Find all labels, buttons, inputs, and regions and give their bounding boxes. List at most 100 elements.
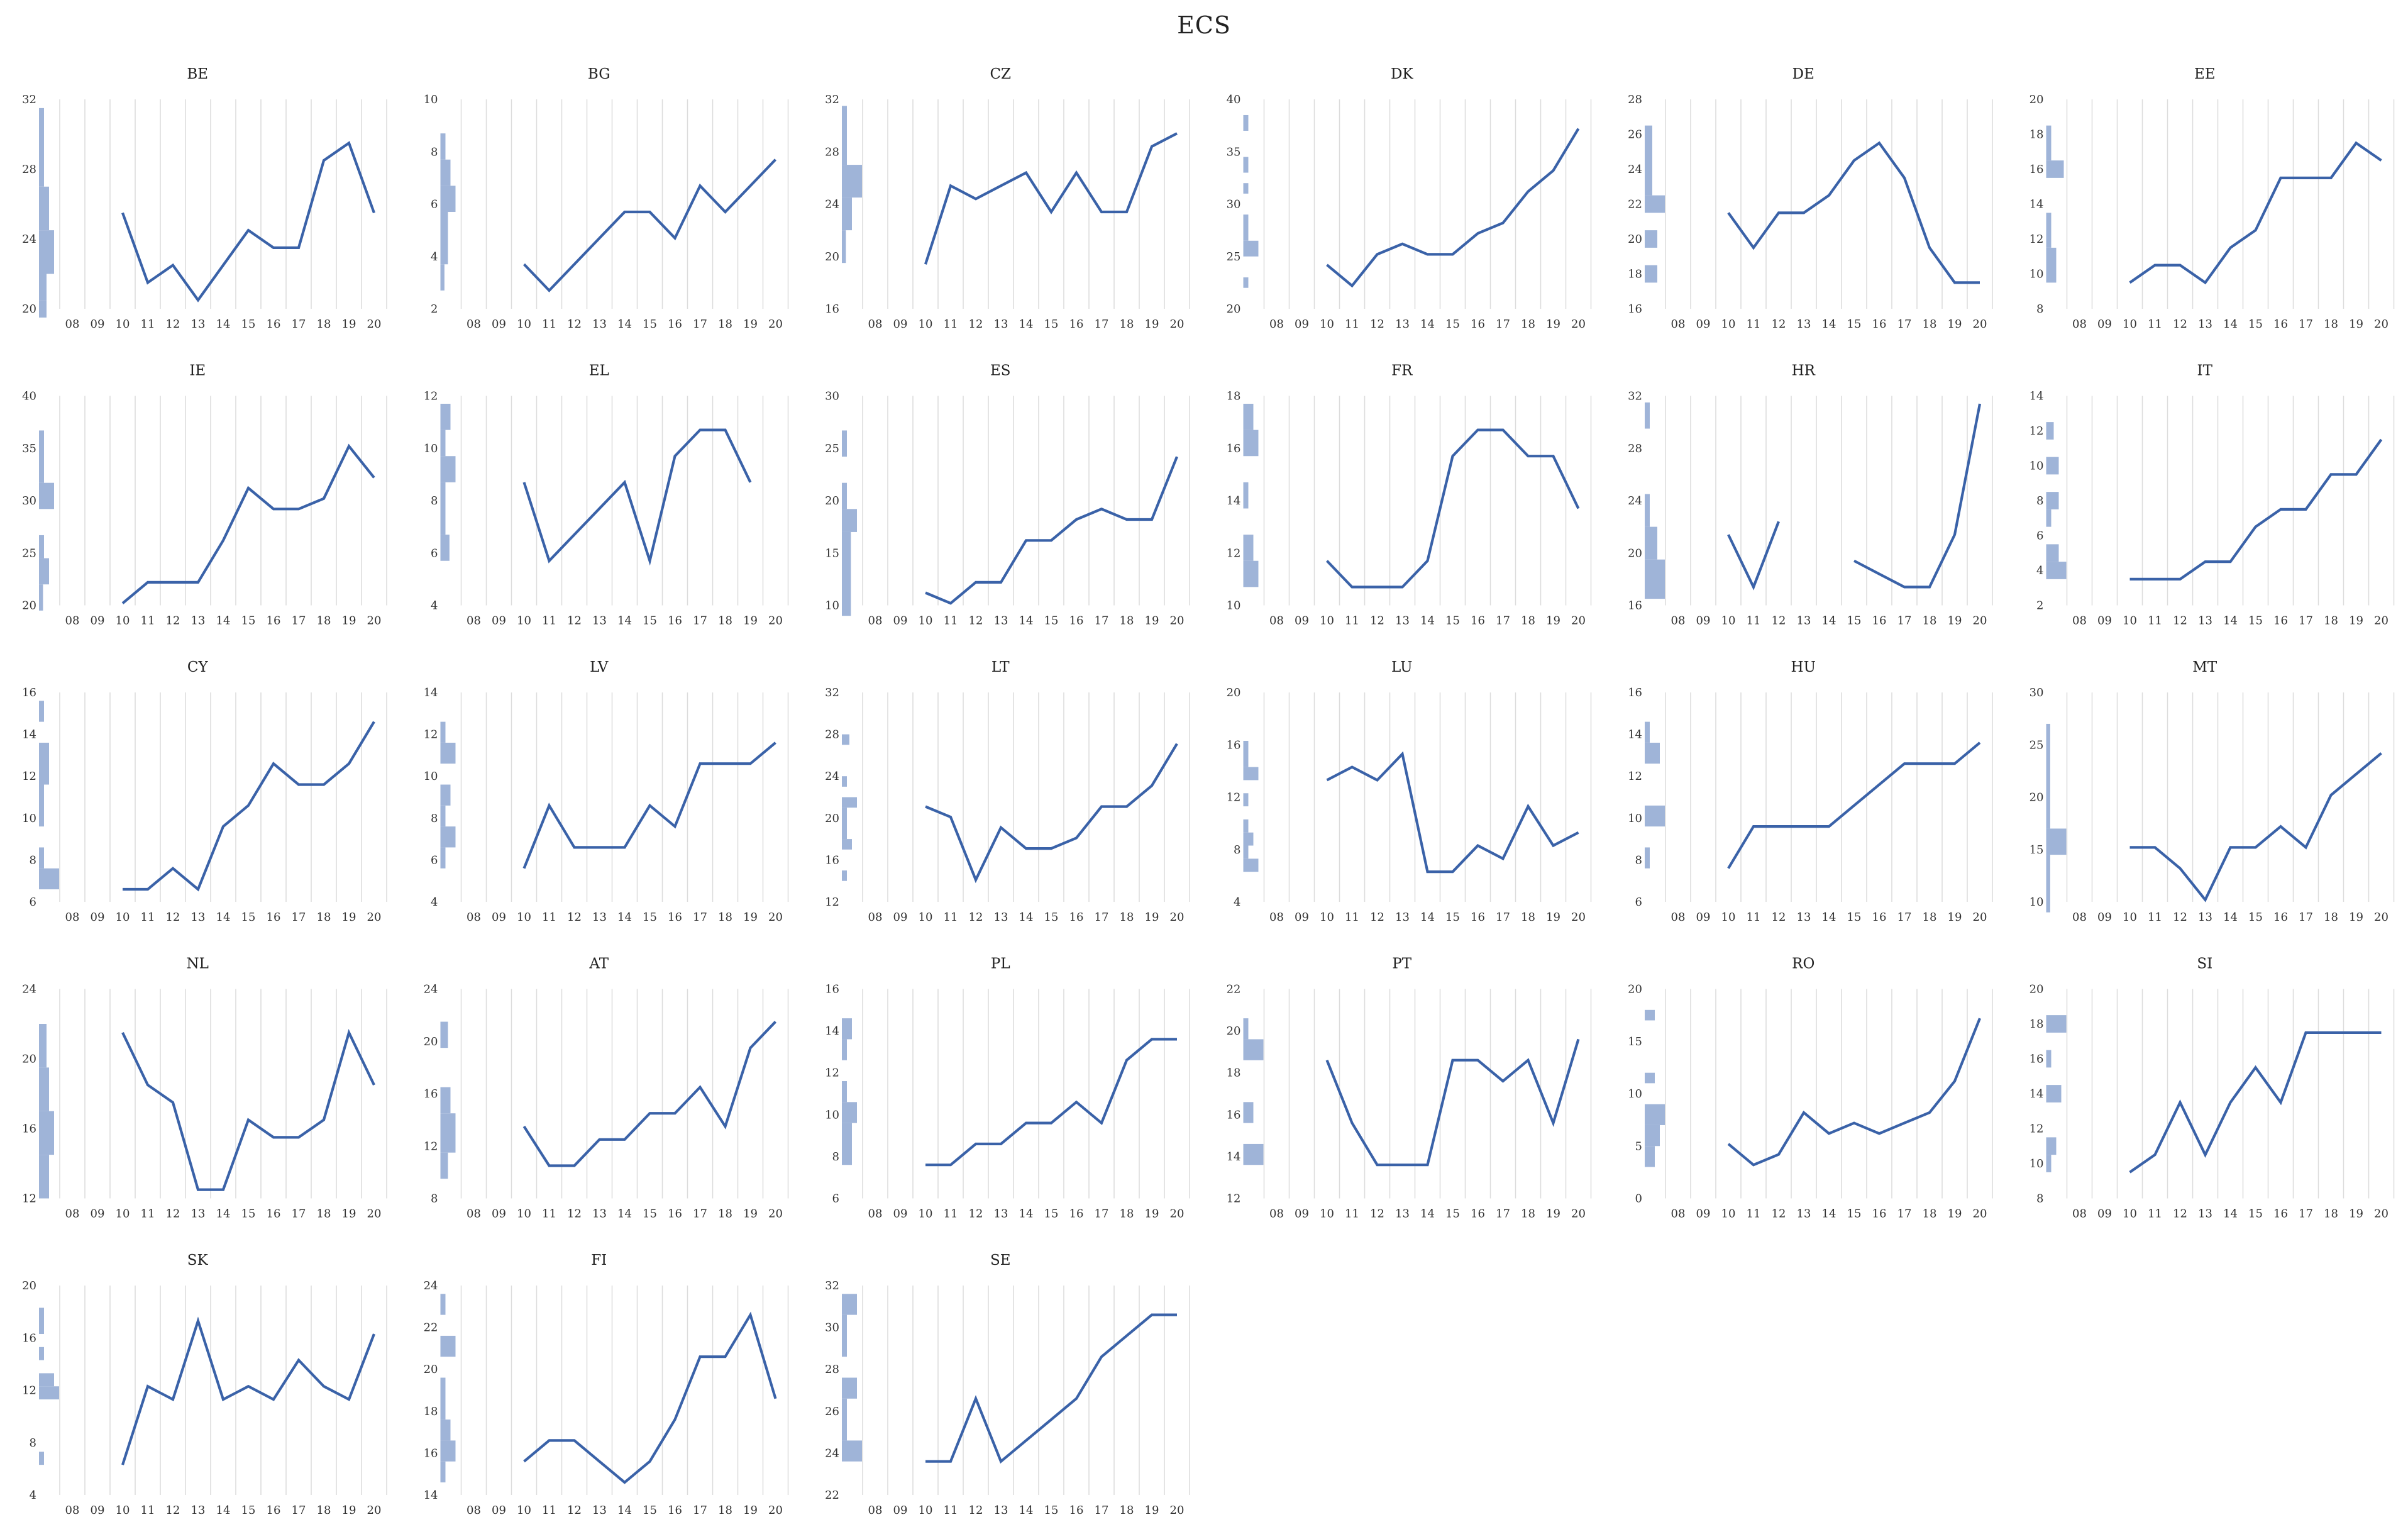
x-tick-label: 16 bbox=[1872, 318, 1887, 331]
y-tick-label: 10 bbox=[2030, 896, 2044, 909]
x-tick-label: 08 bbox=[1269, 911, 1284, 924]
x-tick-label: 17 bbox=[1496, 911, 1510, 924]
histogram-bar bbox=[1243, 858, 1259, 872]
y-tick-label: 4 bbox=[431, 896, 438, 909]
histogram-bar bbox=[842, 1102, 857, 1123]
x-tick-label: 15 bbox=[1847, 318, 1862, 331]
x-tick-label: 11 bbox=[1747, 318, 1761, 331]
y-tick-label: 4 bbox=[2036, 564, 2043, 577]
x-tick-label: 11 bbox=[542, 1208, 556, 1221]
x-tick-label: 20 bbox=[1170, 318, 1185, 331]
x-tick-label: 18 bbox=[1120, 318, 1134, 331]
histogram-bar bbox=[2046, 247, 2057, 283]
x-tick-label: 18 bbox=[718, 911, 732, 924]
series-line bbox=[2129, 141, 2382, 285]
x-tick-label: 08 bbox=[868, 1504, 883, 1517]
y-tick-label: 16 bbox=[1628, 303, 1642, 316]
y-tick-label: 28 bbox=[1628, 93, 1642, 106]
x-tick-label: 18 bbox=[718, 1504, 732, 1517]
x-tick-label: 20 bbox=[768, 318, 783, 331]
x-tick-label: 12 bbox=[567, 318, 582, 331]
x-tick-label: 17 bbox=[1095, 318, 1109, 331]
histogram-bar bbox=[39, 1308, 44, 1335]
x-tick-label: 12 bbox=[1370, 911, 1384, 924]
x-tick-label: 16 bbox=[1471, 614, 1485, 628]
histogram-bar bbox=[440, 482, 446, 535]
panel-title: LU bbox=[1391, 659, 1412, 675]
histogram-bar bbox=[39, 1067, 49, 1111]
histogram-bar bbox=[1243, 430, 1259, 457]
histogram-bar bbox=[842, 165, 862, 198]
x-tick-label: 12 bbox=[2173, 318, 2187, 331]
x-tick-label: 10 bbox=[1320, 318, 1334, 331]
x-tick-label: 12 bbox=[166, 318, 180, 331]
y-tick-label: 16 bbox=[1628, 599, 1642, 613]
x-tick-label: 19 bbox=[342, 614, 356, 628]
histogram-bar bbox=[39, 847, 44, 869]
histogram-bar bbox=[440, 535, 450, 561]
y-tick-label: 30 bbox=[825, 1321, 839, 1335]
x-tick-label: 14 bbox=[1420, 614, 1435, 628]
y-tick-label: 14 bbox=[424, 1489, 438, 1502]
x-tick-label: 19 bbox=[1546, 318, 1560, 331]
y-tick-label: 16 bbox=[2030, 1053, 2044, 1066]
y-tick-label: 24 bbox=[1628, 163, 1642, 176]
histogram-bar bbox=[39, 558, 49, 585]
y-tick-label: 12 bbox=[825, 1067, 839, 1080]
y-tick-label: 24 bbox=[825, 770, 839, 783]
panel-at: AT 8 12 16 20 24 08 09 10 11 12 13 14 15 16 17 18 19 20 bbox=[424, 956, 789, 1221]
histogram-bar bbox=[1645, 559, 1665, 599]
x-tick-label: 11 bbox=[542, 1504, 556, 1517]
x-tick-label: 09 bbox=[1696, 614, 1711, 628]
x-tick-label: 09 bbox=[91, 1208, 105, 1221]
x-tick-label: 14 bbox=[1822, 614, 1836, 628]
x-tick-label: 09 bbox=[91, 1504, 105, 1517]
x-tick-label: 17 bbox=[292, 1208, 306, 1221]
x-tick-label: 14 bbox=[216, 318, 231, 331]
x-tick-label: 19 bbox=[1546, 614, 1560, 628]
histogram-bar bbox=[440, 456, 456, 482]
x-tick-label: 14 bbox=[1420, 911, 1435, 924]
x-tick-label: 13 bbox=[1395, 318, 1410, 331]
x-tick-label: 13 bbox=[994, 318, 1008, 331]
y-tick-label: 6 bbox=[832, 1192, 839, 1206]
x-tick-label: 19 bbox=[342, 911, 356, 924]
histogram-bar bbox=[2046, 492, 2059, 509]
x-tick-label: 13 bbox=[1395, 1208, 1410, 1221]
x-tick-label: 10 bbox=[1721, 1208, 1736, 1221]
x-tick-label: 10 bbox=[517, 614, 531, 628]
histogram-bar bbox=[842, 1440, 862, 1462]
histogram-bar bbox=[842, 1123, 852, 1165]
x-tick-label: 09 bbox=[492, 911, 506, 924]
x-tick-label: 19 bbox=[1145, 318, 1159, 331]
x-tick-label: 10 bbox=[116, 1208, 130, 1221]
x-tick-label: 08 bbox=[65, 318, 80, 331]
histogram-bar bbox=[440, 784, 451, 806]
x-tick-label: 12 bbox=[969, 911, 983, 924]
histogram-bar bbox=[1645, 402, 1650, 429]
x-tick-label: 18 bbox=[718, 1208, 732, 1221]
x-tick-label: 15 bbox=[2248, 614, 2263, 628]
x-tick-label: 08 bbox=[467, 614, 481, 628]
x-tick-label: 08 bbox=[2072, 318, 2087, 331]
y-tick-label: 12 bbox=[424, 728, 438, 742]
x-tick-label: 08 bbox=[65, 911, 80, 924]
histogram-bar bbox=[440, 1461, 446, 1483]
x-tick-label: 11 bbox=[542, 614, 556, 628]
x-tick-label: 14 bbox=[1019, 318, 1034, 331]
y-tick-label: 20 bbox=[22, 599, 36, 613]
histogram-bar bbox=[440, 264, 445, 291]
series-line bbox=[523, 1311, 777, 1484]
histogram-bar bbox=[1243, 482, 1249, 509]
y-tick-label: 14 bbox=[22, 728, 36, 742]
x-tick-label: 16 bbox=[668, 1504, 682, 1517]
x-tick-label: 19 bbox=[1948, 318, 1962, 331]
x-tick-label: 08 bbox=[868, 911, 883, 924]
histogram-bar bbox=[39, 1347, 44, 1360]
panel-title: ES bbox=[990, 363, 1011, 379]
y-tick-label: 16 bbox=[1227, 738, 1241, 752]
x-tick-label: 10 bbox=[919, 911, 933, 924]
x-tick-label: 16 bbox=[1069, 614, 1084, 628]
y-tick-label: 20 bbox=[2030, 93, 2044, 106]
histogram-bar bbox=[2046, 509, 2052, 527]
